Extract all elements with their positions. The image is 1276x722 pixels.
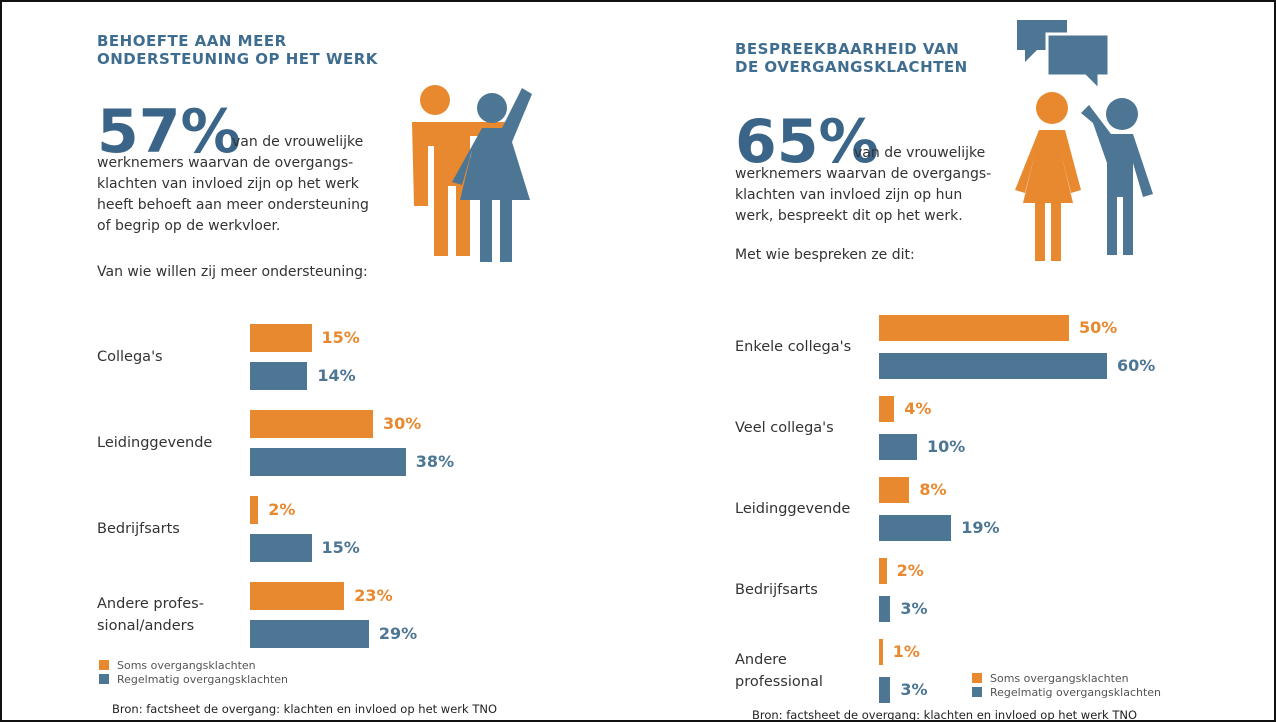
legend-swatch [972, 687, 982, 697]
legend-label: Soms overgangsklachten [990, 672, 1129, 685]
value-label: 30% [383, 414, 422, 433]
bar [879, 315, 1069, 341]
title: BEHOEFTE AAN MEER ONDERSTEUNING OP HET W… [97, 32, 378, 68]
bar [250, 496, 259, 524]
bar [879, 434, 917, 460]
value-label: 2% [268, 500, 296, 519]
category-label: Enkele collega's [735, 339, 852, 355]
value-label: 15% [321, 328, 360, 347]
bar [250, 534, 312, 562]
legend-label: Regelmatig overgangsklachten [990, 686, 1162, 699]
value-label: 8% [919, 480, 947, 499]
question: Met wie bespreken ze dit: [735, 247, 915, 263]
bar [879, 477, 910, 503]
bar [250, 362, 308, 390]
category-label: Andere professional [735, 652, 823, 690]
legend-swatch [99, 660, 109, 670]
value-label: 3% [900, 599, 928, 618]
legend-swatch [972, 673, 982, 683]
title: BESPREEKBAARHEID VAN DE OVERGANGSKLACHTE… [735, 40, 968, 76]
description: van de vrouwelijke werknemers waarvan de… [97, 134, 369, 234]
value-label: 3% [900, 680, 928, 699]
source: Bron: factsheet de overgang: klachten en… [112, 702, 498, 716]
value-label: 38% [415, 452, 455, 471]
bar [879, 558, 887, 584]
value-label: 23% [354, 586, 393, 605]
legend-swatch [99, 674, 109, 684]
question: Van wie willen zij meer ondersteuning: [97, 264, 368, 280]
category-label: Collega's [97, 349, 163, 365]
legend-label: Soms overgangsklachten [117, 659, 256, 672]
source: Bron: factsheet de overgang: klachten en… [752, 708, 1138, 722]
bar [250, 620, 369, 648]
people-icon [1015, 20, 1153, 261]
people-icon [412, 85, 532, 262]
bar [250, 448, 406, 476]
bar [879, 677, 891, 703]
headline: 65% [735, 107, 879, 177]
value-label: 4% [904, 399, 932, 418]
bar [879, 396, 895, 422]
bar [250, 410, 373, 438]
headline: 57% [97, 97, 241, 167]
value-label: 14% [317, 366, 356, 385]
category-label: Veel collega's [735, 420, 834, 436]
description: van de vrouwelijke werknemers waarvan de… [735, 145, 992, 224]
legend-label: Regelmatig overgangsklachten [117, 673, 289, 686]
category-label: Bedrijfsarts [735, 582, 818, 598]
category-label: Leidinggevende [97, 435, 213, 451]
bar [879, 596, 891, 622]
bar [250, 582, 345, 610]
category-label: Andere profes- sional/anders [97, 596, 204, 634]
bar [879, 353, 1107, 379]
bar [879, 639, 883, 665]
value-label: 50% [1079, 318, 1118, 337]
bar [879, 515, 952, 541]
value-label: 29% [378, 624, 418, 643]
category-label: Leidinggevende [735, 501, 851, 517]
value-label: 60% [1117, 356, 1156, 375]
value-label: 2% [896, 561, 924, 580]
bar [250, 324, 312, 352]
value-label: 15% [321, 538, 360, 557]
value-label: 1% [892, 642, 920, 661]
value-label: 10% [927, 437, 966, 456]
category-label: Bedrijfsarts [97, 521, 180, 537]
value-label: 19% [961, 518, 1000, 537]
